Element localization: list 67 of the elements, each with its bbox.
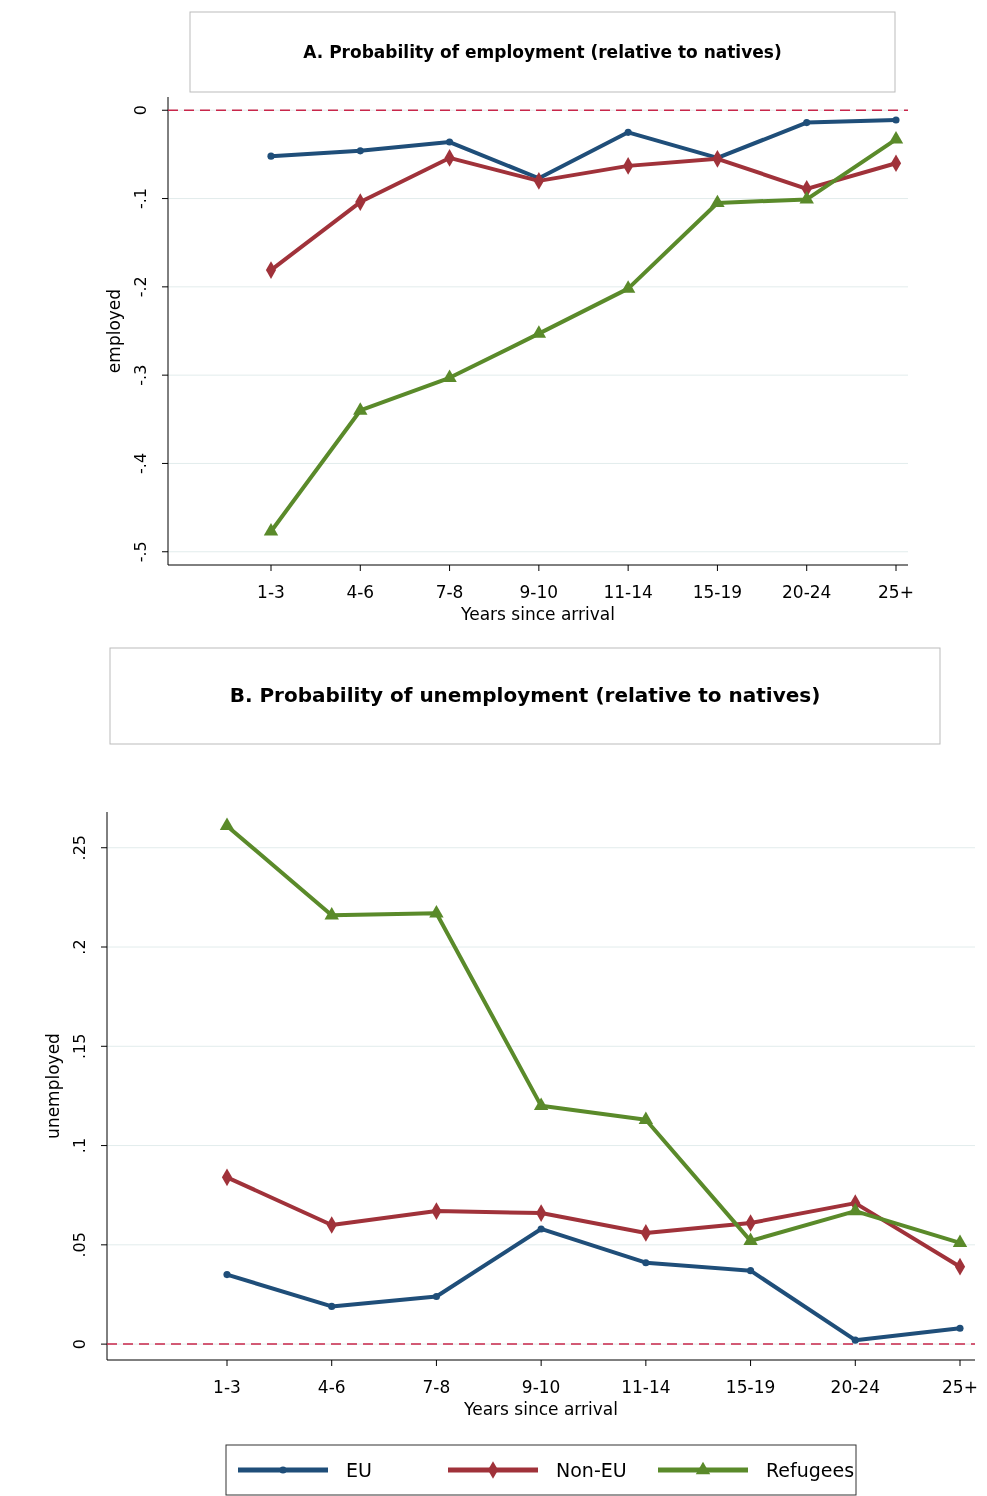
point — [219, 817, 235, 831]
x-tick-label: 4-6 — [317, 1377, 346, 1397]
x-tick-label: 7-8 — [422, 1377, 451, 1397]
y-tick-label: -.2 — [131, 276, 150, 298]
point — [851, 1336, 859, 1344]
y-axis-title: employed — [104, 288, 124, 374]
point — [803, 119, 811, 127]
point — [533, 1097, 549, 1111]
y-tick-label: -.3 — [131, 364, 150, 386]
x-tick-label: 20-24 — [782, 582, 832, 602]
x-tick-label: 11-14 — [603, 582, 653, 602]
point — [642, 1259, 650, 1267]
y-tick-label: -.4 — [131, 452, 150, 474]
x-tick-label: 15-19 — [725, 1377, 776, 1397]
point — [956, 1324, 964, 1332]
point — [531, 325, 547, 338]
point — [432, 1292, 440, 1301]
legend-label: Refugees — [766, 1459, 855, 1481]
y-tick-label: .15 — [70, 1033, 89, 1060]
point — [952, 1234, 968, 1248]
y-tick-label: 0 — [70, 1339, 89, 1350]
y-tick-label: .05 — [70, 1232, 89, 1258]
x-tick-label: 25+ — [878, 582, 914, 602]
point — [892, 116, 900, 124]
chart-title: B. Probability of unemployment (relative to natives) — [229, 683, 821, 707]
x-tick-label: 4-6 — [346, 582, 375, 602]
point — [888, 131, 904, 144]
legend-label: EU — [346, 1459, 372, 1481]
y-tick-label: .2 — [70, 939, 89, 955]
x-tick-label: 1-3 — [213, 1377, 241, 1397]
point — [429, 904, 444, 918]
y-tick-label: -.5 — [131, 541, 150, 563]
point — [743, 1232, 758, 1246]
point — [799, 191, 814, 204]
legend-label: Non-EU — [556, 1459, 627, 1481]
point — [620, 280, 636, 293]
chart-title: A. Probability of employment (relative to natives) — [303, 42, 782, 62]
point — [446, 138, 454, 146]
x-tick-label: 9-10 — [521, 1377, 561, 1397]
y-tick-label: .1 — [70, 1137, 89, 1154]
y-tick-label: 0 — [131, 105, 150, 116]
point — [324, 906, 339, 920]
y-tick-label: -.1 — [131, 188, 150, 210]
y-axis-title: unemployed — [43, 1033, 63, 1139]
point — [638, 1111, 654, 1124]
point — [442, 369, 457, 382]
point — [356, 147, 364, 155]
point — [624, 128, 632, 136]
x-axis-title: Years since arrival — [463, 1399, 618, 1419]
point — [223, 1271, 231, 1279]
x-tick-label: 7-8 — [435, 582, 464, 602]
point — [537, 1225, 545, 1233]
x-tick-label: 25+ — [942, 1377, 978, 1397]
point — [710, 194, 725, 208]
x-tick-label: 11-14 — [621, 1377, 671, 1397]
x-tick-label: 1-3 — [257, 582, 285, 602]
x-axis-title: Years since arrival — [460, 604, 615, 624]
x-tick-label: 15-19 — [692, 582, 743, 602]
point — [848, 1202, 863, 1216]
x-tick-label: 9-10 — [519, 582, 559, 602]
point — [267, 152, 275, 160]
point — [353, 402, 368, 415]
point — [747, 1267, 755, 1275]
point — [263, 523, 279, 536]
y-tick-label: .25 — [70, 835, 89, 861]
point — [328, 1302, 336, 1310]
x-tick-label: 20-24 — [830, 1377, 880, 1397]
